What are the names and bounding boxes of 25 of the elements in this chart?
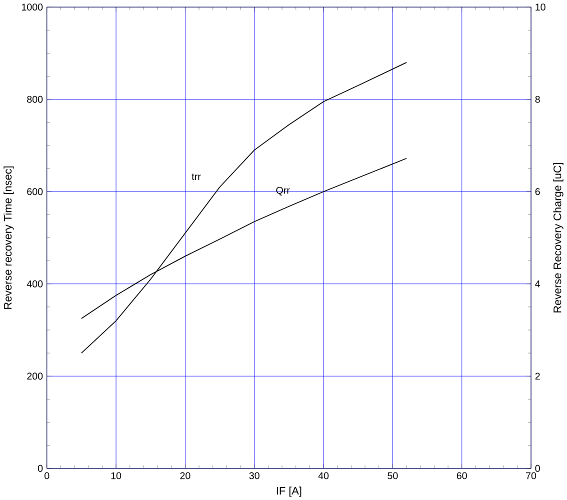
y-tick-label: 0 [38, 464, 43, 472]
x-tick-label: 0 [44, 472, 50, 479]
y-tick-label: 1000 [22, 3, 43, 10]
x-axis-title: IF [A] [276, 486, 302, 497]
y2-tick-label: 0 [535, 464, 540, 472]
y-tick-label: 800 [27, 96, 43, 103]
y-axis-title: Reverse recovery Time [nsec] [4, 166, 14, 309]
y-tick-label: 200 [27, 372, 43, 380]
y2-tick-label: 8 [535, 96, 540, 103]
y2-tick-label: 6 [535, 188, 540, 195]
y-tick-label: 600 [27, 188, 43, 195]
x-tick-label: 60 [456, 472, 467, 479]
y2-tick-label: 10 [536, 3, 546, 10]
y-tick-label: 400 [26, 280, 43, 288]
x-tick-label: 70 [526, 472, 536, 479]
x-tick-label: 40 [318, 472, 329, 479]
y2-tick-label: 4 [535, 280, 540, 288]
y2-axis-title: Reverse Recovery Charge [uC] [553, 162, 564, 312]
x-tick-label: 20 [180, 472, 190, 479]
x-tick-label: 50 [388, 472, 398, 479]
y2-tick-label: 2 [535, 372, 540, 380]
x-tick-label: 30 [249, 472, 260, 479]
x-tick-label: 10 [111, 472, 122, 479]
line-series [81, 62, 407, 354]
series-label: trr [192, 173, 201, 180]
